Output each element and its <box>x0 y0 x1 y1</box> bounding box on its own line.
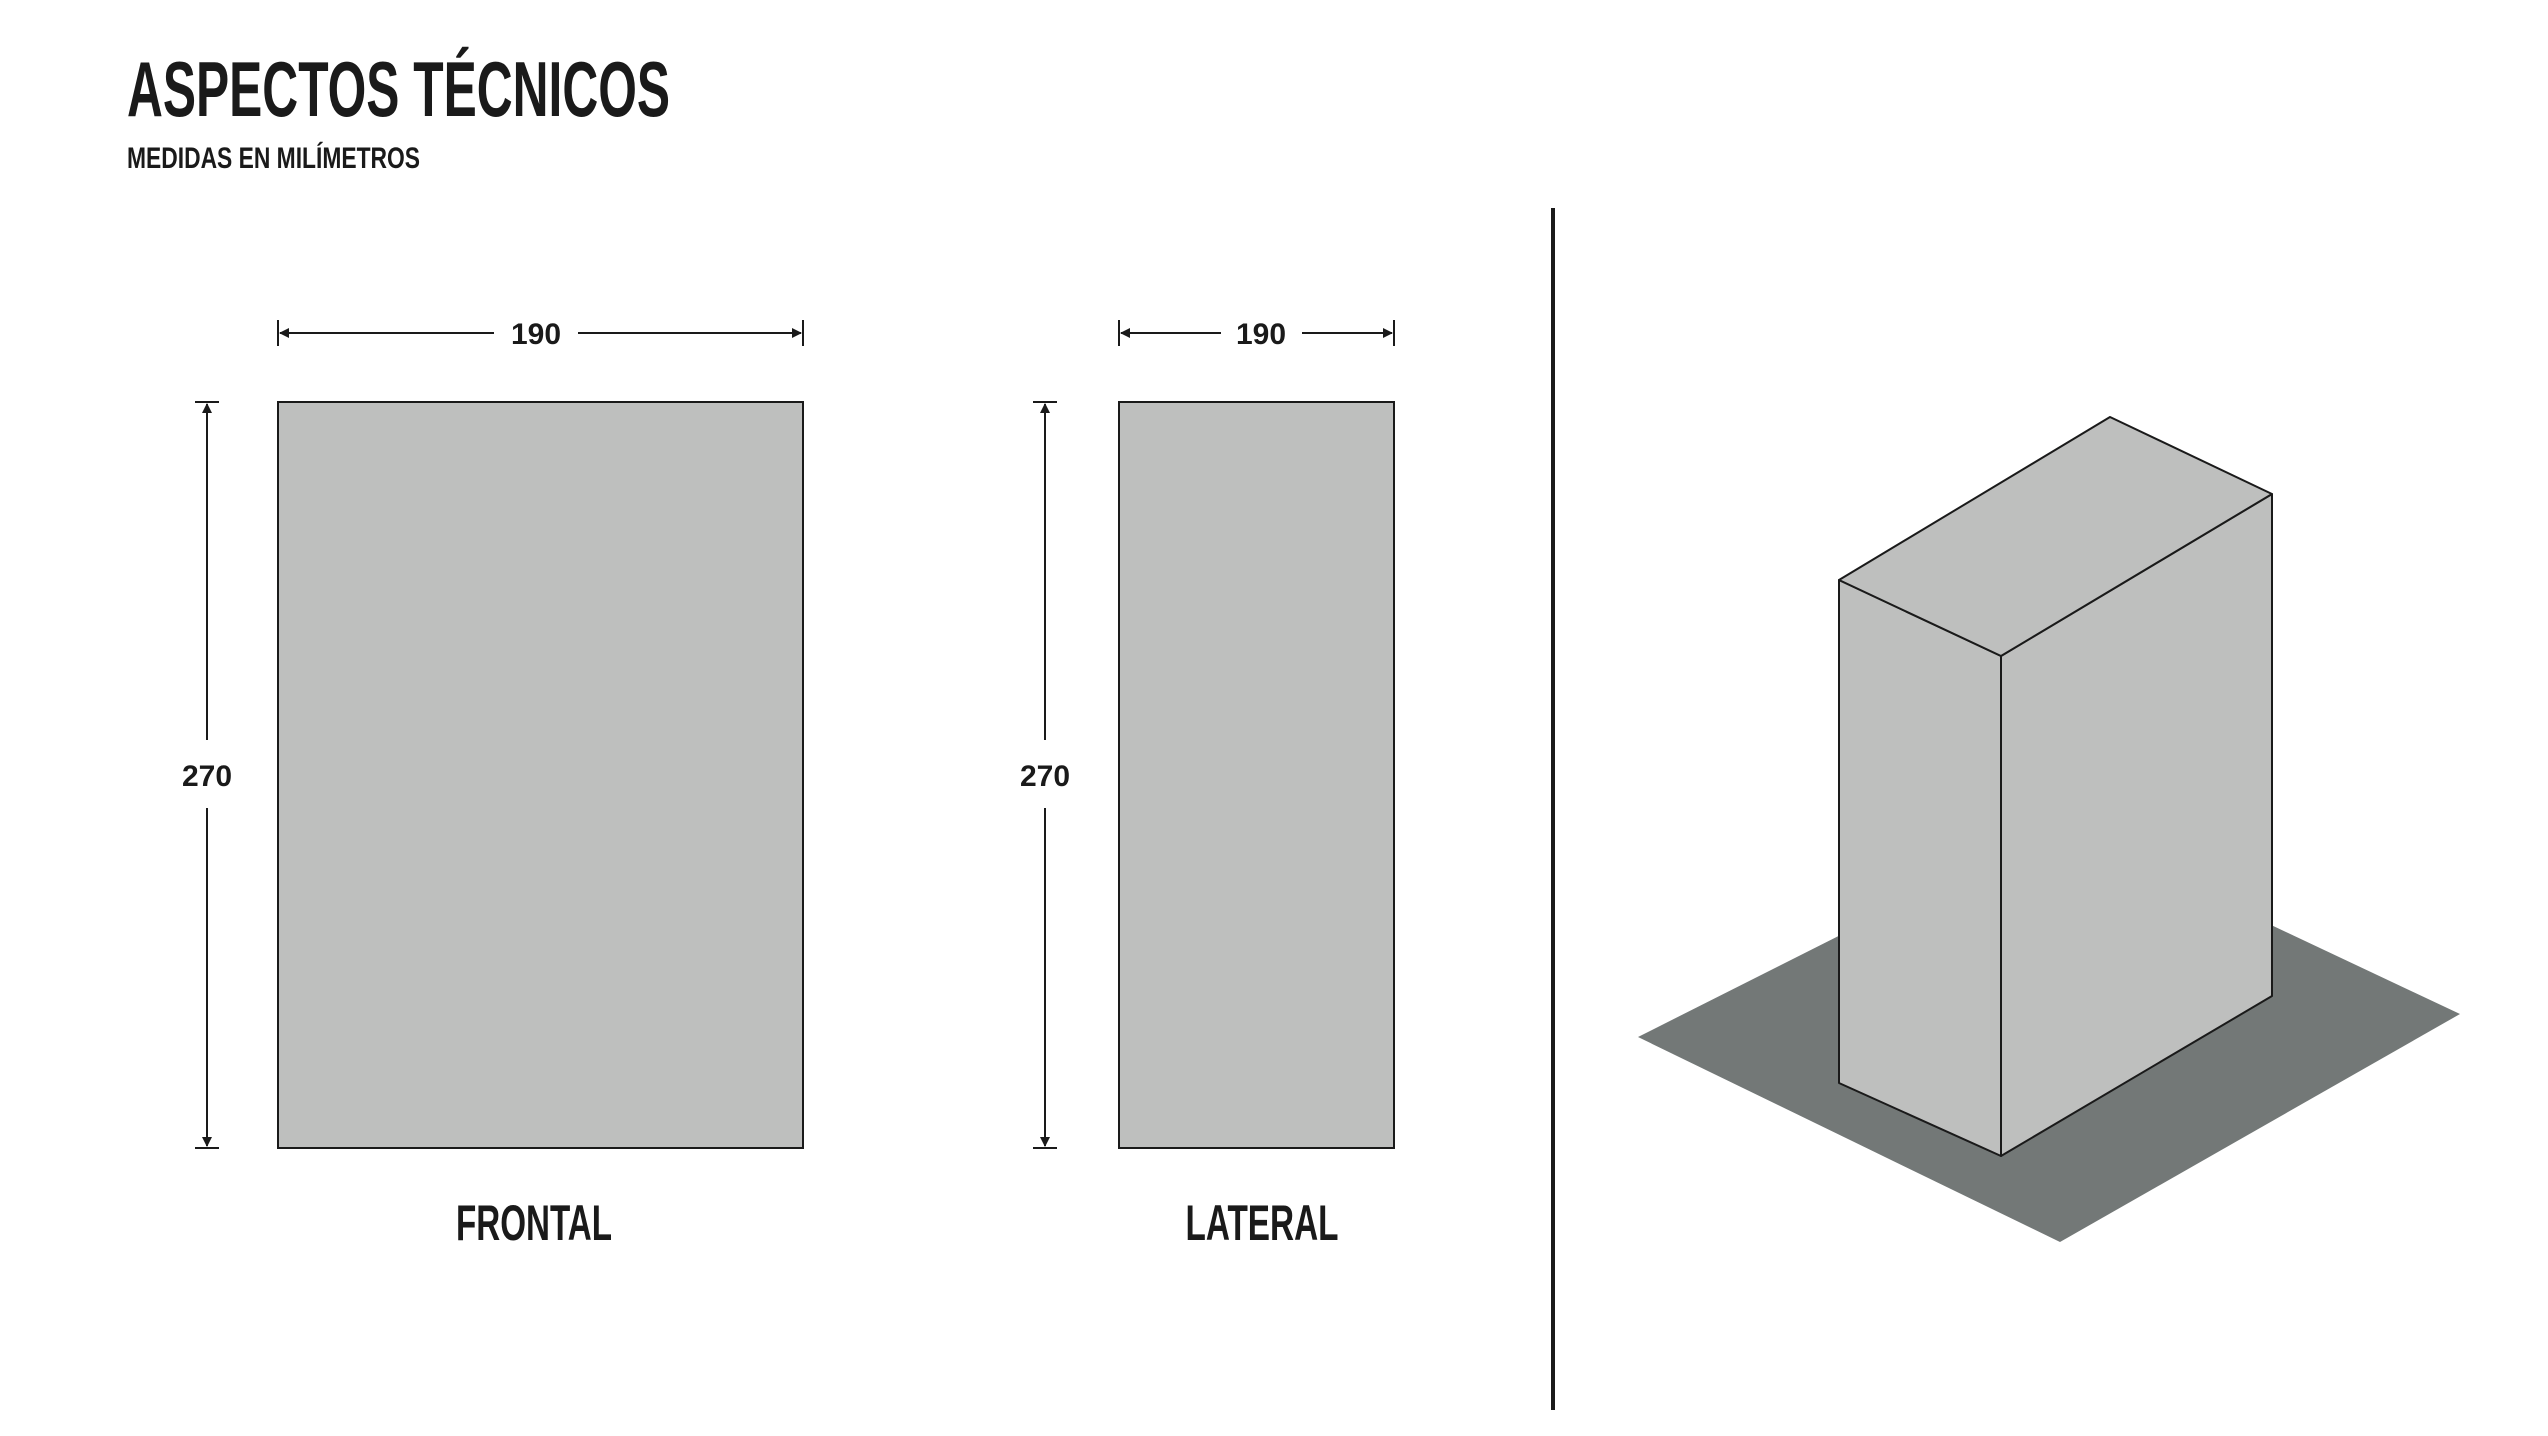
box-left-face <box>1838 579 2002 1157</box>
lateral-width-dimension: 190 <box>1118 318 1395 351</box>
lateral-height-dimension: 270 <box>1020 401 1070 1149</box>
box-top-face <box>1838 416 2273 657</box>
frontal-width-dimension: 190 <box>277 318 804 351</box>
frontal-rectangle <box>277 401 804 1149</box>
frontal-view: 190 270 FRONTAL <box>182 318 804 1251</box>
frontal-view-label: FRONTAL <box>456 1195 612 1251</box>
lateral-view-label: LATERAL <box>1186 1195 1339 1251</box>
page-title: ASPECTOS TÉCNICOS <box>127 45 670 133</box>
isometric-view <box>1638 416 2460 1242</box>
lateral-rectangle <box>1118 401 1395 1149</box>
frontal-height-dimension: 270 <box>182 401 232 1149</box>
lateral-width-label: 190 <box>1236 318 1286 351</box>
frontal-width-label: 190 <box>511 318 561 351</box>
frontal-height-label: 270 <box>182 760 232 793</box>
lateral-height-label: 270 <box>1020 760 1070 793</box>
page-subtitle: MEDIDAS EN MILÍMETROS <box>127 141 420 175</box>
lateral-view: 190 270 LATERAL <box>1020 318 1395 1251</box>
